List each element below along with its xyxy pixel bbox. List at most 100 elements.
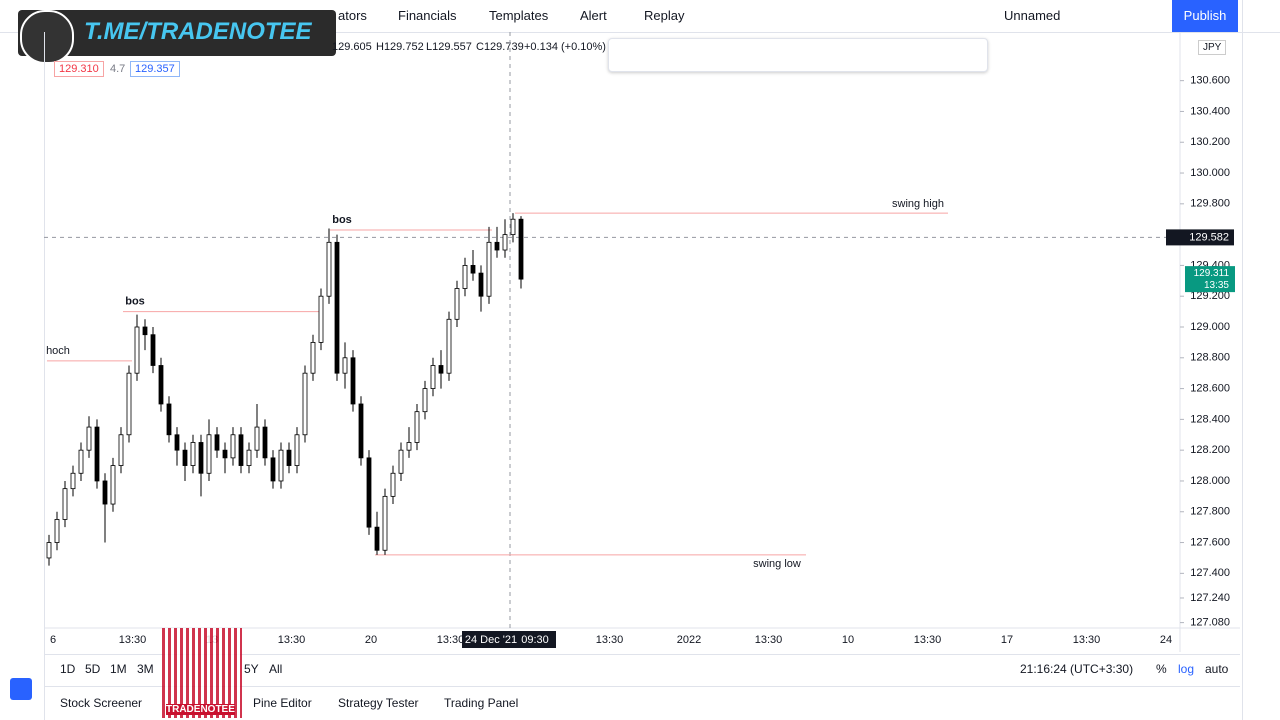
telegram-icon: [20, 10, 74, 64]
y-tick-label: 127.240: [1190, 592, 1230, 604]
candle-body: [190, 442, 196, 466]
right-toolbar: [1242, 0, 1280, 720]
range-button[interactable]: All: [269, 662, 283, 676]
crosshair-time: 09:30: [521, 634, 549, 646]
level-label: hoch: [46, 345, 70, 357]
crosshair-date-bg: [462, 631, 556, 648]
candle-body: [182, 449, 188, 466]
legend-open: 129.605: [332, 41, 372, 53]
legend-close: C129.739: [476, 41, 524, 53]
drawing-toolbar: [608, 38, 988, 72]
x-tick-label: 13:30: [119, 634, 147, 646]
candle-body: [358, 403, 364, 459]
templates-button[interactable]: Templates: [489, 8, 549, 23]
percent-toggle[interactable]: %: [1156, 662, 1167, 676]
candle-body: [406, 442, 412, 451]
candle-body: [438, 365, 444, 374]
candle-body: [462, 265, 468, 289]
level-label: swing high: [892, 198, 944, 210]
candle-body: [334, 241, 340, 374]
candle-body: [286, 449, 292, 466]
last-price-bg: [1185, 266, 1235, 293]
replay-button[interactable]: Replay: [644, 8, 685, 23]
level-label: swing low: [753, 558, 801, 570]
y-tick-label: 127.400: [1190, 567, 1230, 579]
clock[interactable]: 21:16:24 (UTC+3:30): [1020, 662, 1134, 676]
level-label: bos: [332, 214, 352, 226]
ask-price[interactable]: 129.357: [130, 61, 180, 77]
range-button[interactable]: 3M: [137, 662, 154, 676]
candle-body: [494, 241, 500, 251]
candle-body: [166, 403, 172, 436]
range-button[interactable]: 5Y: [244, 662, 259, 676]
indicators-button[interactable]: ators: [338, 8, 367, 23]
candle-body: [238, 434, 244, 466]
candle-body: [150, 334, 156, 366]
candle-body: [78, 449, 84, 474]
candle-body: [310, 341, 316, 374]
y-tick-label: 130.400: [1190, 105, 1230, 117]
x-tick-label: 20: [365, 634, 377, 646]
y-tick-label: 130.600: [1190, 75, 1230, 87]
range-button[interactable]: 1M: [110, 662, 127, 676]
watermark-small: TRADENOTEE: [166, 704, 235, 715]
range-button[interactable]: 5D: [85, 662, 101, 676]
candle-body: [230, 434, 236, 459]
last-price: 129.311: [1194, 268, 1230, 279]
bid-price[interactable]: 129.310: [54, 61, 104, 77]
alert-button[interactable]: Alert: [580, 8, 607, 23]
candle-body: [54, 519, 60, 543]
crosshair-price-bg: [1166, 229, 1234, 246]
financials-button[interactable]: Financials: [398, 8, 457, 23]
candle-body: [318, 295, 324, 343]
layout-name[interactable]: Unnamed: [1004, 8, 1061, 23]
y-tick-label: 128.600: [1190, 382, 1230, 394]
candle-body: [350, 357, 356, 405]
publish-button[interactable]: Publish: [1172, 0, 1238, 32]
auto-toggle[interactable]: auto: [1205, 662, 1229, 676]
candle-body: [382, 495, 388, 551]
y-tick-label: 130.000: [1190, 167, 1230, 179]
log-toggle[interactable]: log: [1178, 662, 1195, 676]
candle-body: [70, 472, 76, 490]
x-tick-label: 2022: [677, 634, 701, 646]
y-tick-label: 130.200: [1190, 136, 1230, 148]
panel-tab[interactable]: Strategy Tester: [338, 696, 419, 710]
candle-body: [454, 288, 460, 320]
candle-body: [414, 411, 420, 443]
candle-body: [262, 426, 268, 459]
panel-divider: [44, 686, 1240, 687]
legend-high: H129.752: [376, 41, 424, 53]
panel-tab[interactable]: Trading Panel: [444, 696, 519, 710]
candle-body: [302, 372, 308, 436]
candle-body: [222, 449, 228, 459]
candle-body: [502, 234, 508, 251]
candle-body: [278, 449, 284, 482]
candle-body: [46, 542, 52, 559]
candle-body: [446, 318, 452, 374]
last-price-countdown: 13:35: [1204, 280, 1229, 291]
favorites-button[interactable]: [10, 678, 32, 700]
candle-body: [86, 426, 92, 451]
panel-tab[interactable]: Stock Screener: [60, 696, 143, 710]
range-button[interactable]: 1D: [60, 662, 76, 676]
currency[interactable]: JPY: [1198, 40, 1227, 55]
candle-body: [94, 426, 100, 482]
candle-body: [374, 526, 380, 551]
left-toolbar: [0, 32, 45, 720]
panel-tab[interactable]: Pine Editor: [253, 696, 312, 710]
candle-body: [390, 472, 396, 497]
x-tick-label: 13:30: [596, 634, 624, 646]
x-tick-label: 13:30: [914, 634, 942, 646]
candle-body: [326, 241, 332, 297]
candle-body: [118, 434, 124, 466]
x-tick-label: 6: [50, 634, 56, 646]
y-tick-label: 129.000: [1190, 321, 1230, 333]
y-tick-label: 128.400: [1190, 413, 1230, 425]
candle-body: [422, 388, 428, 413]
y-tick-label: 127.080: [1190, 617, 1230, 629]
candle-body: [134, 326, 140, 374]
candle-body: [126, 372, 132, 436]
x-tick-label: 13:30: [278, 634, 306, 646]
spread: 4.7: [110, 63, 126, 75]
